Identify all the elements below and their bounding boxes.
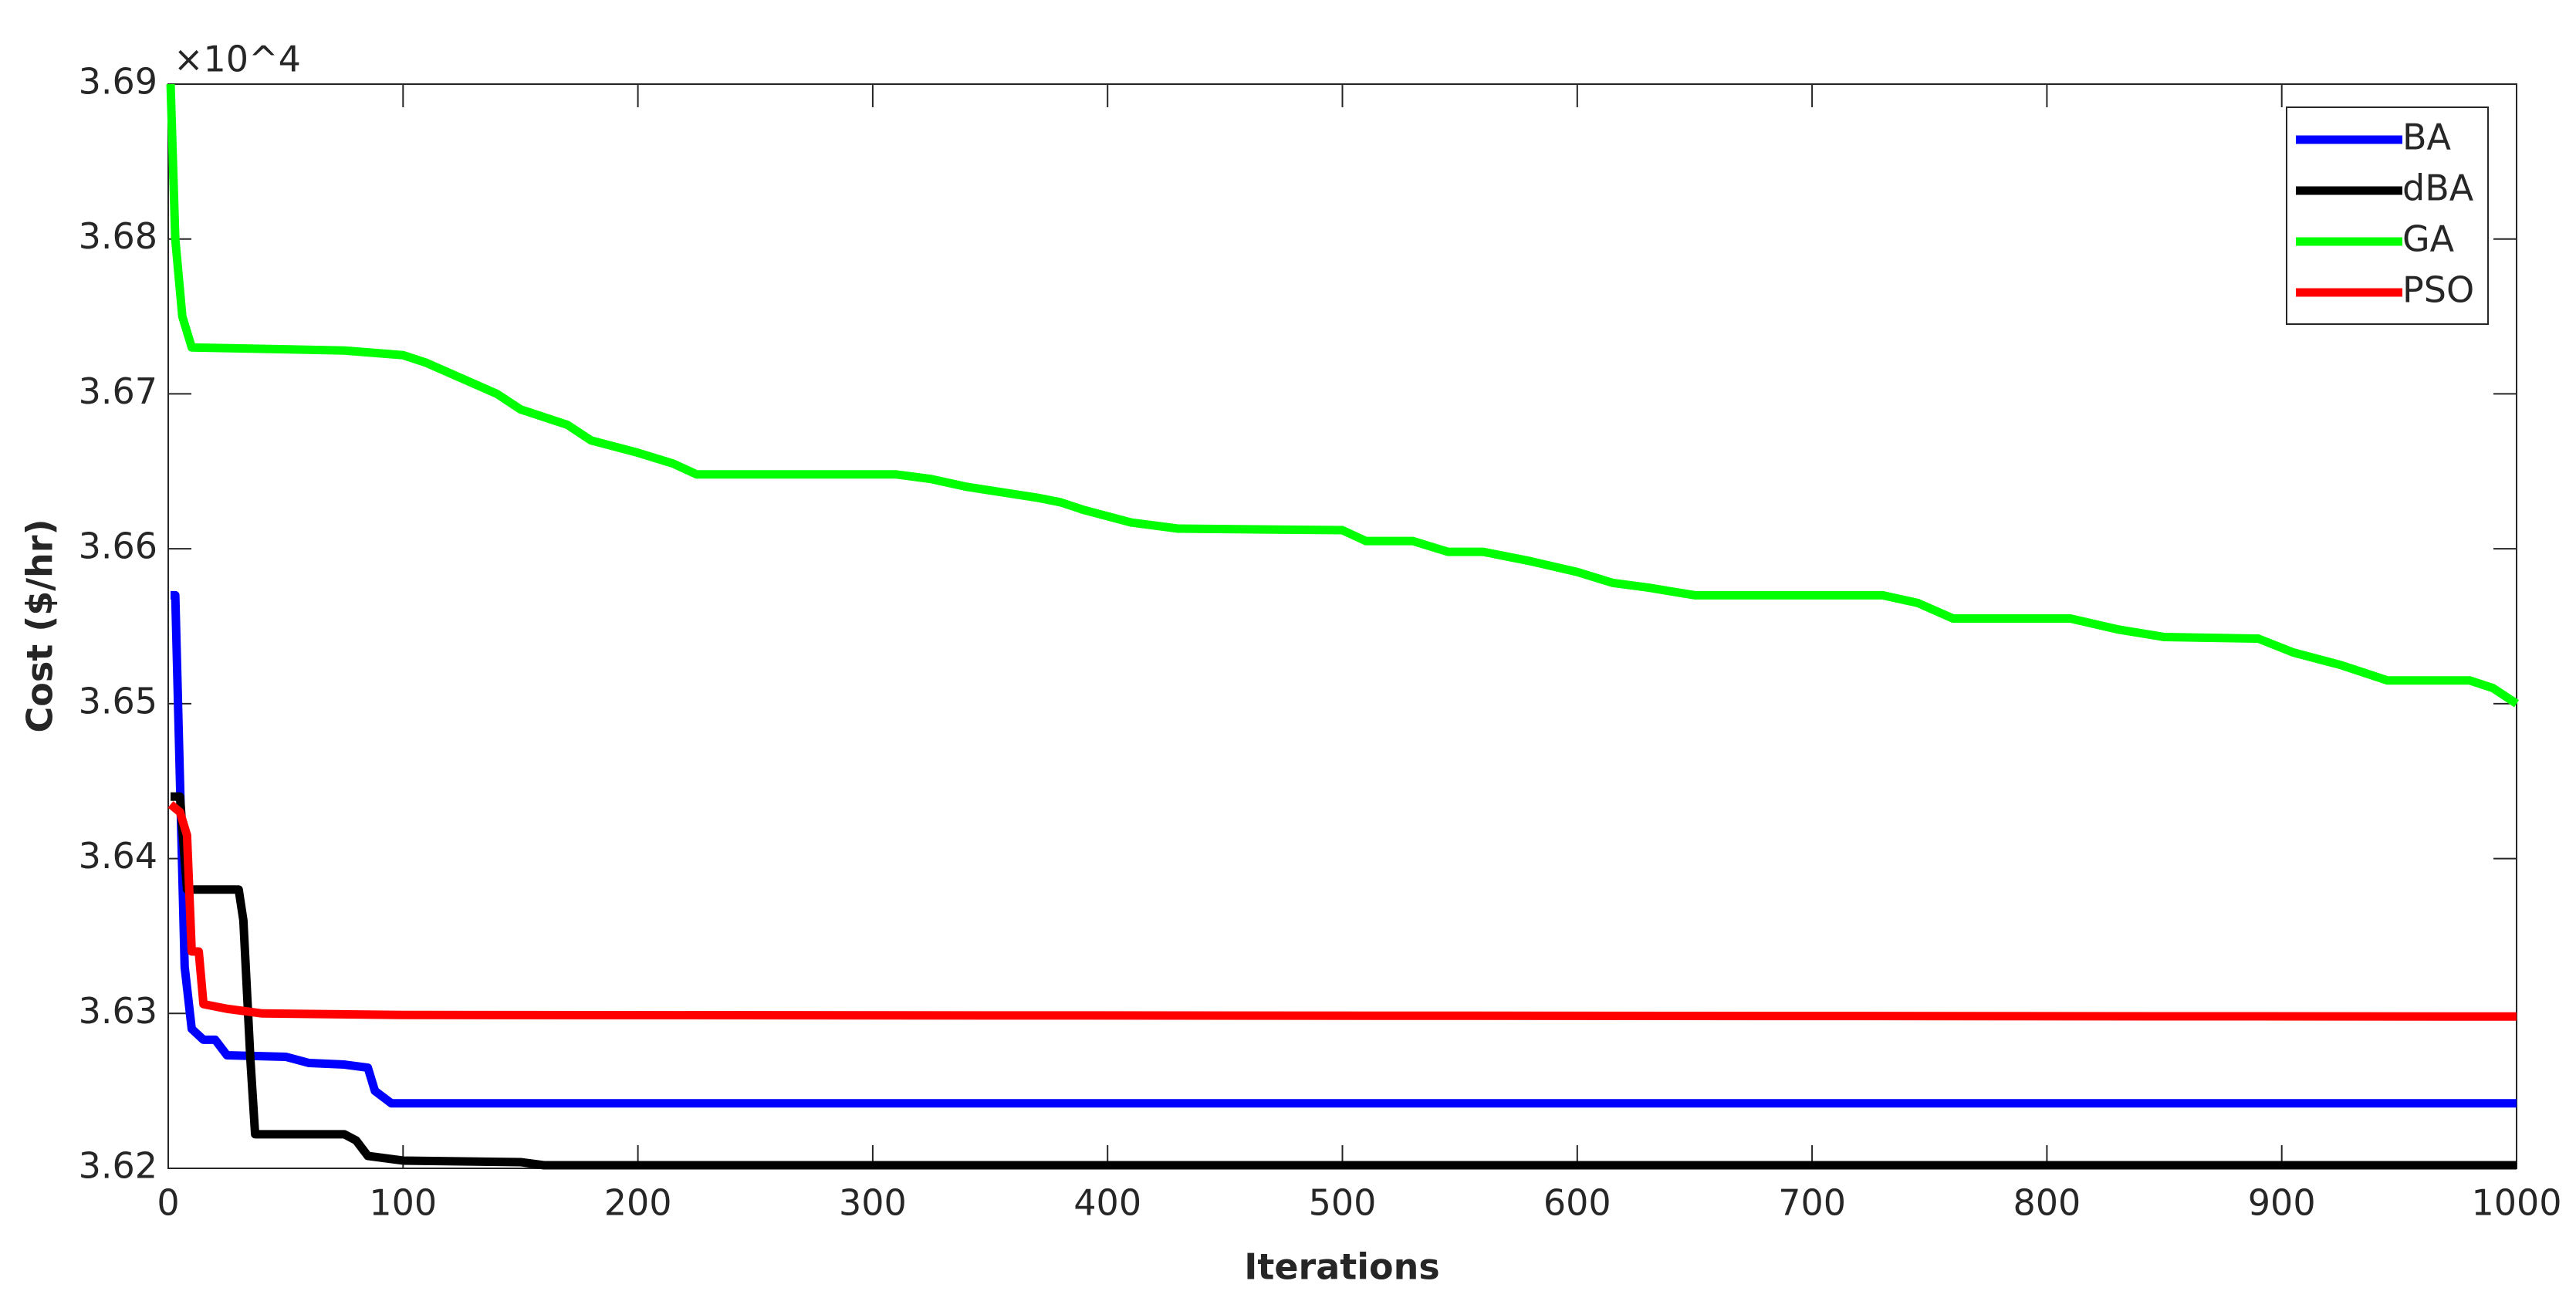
axis-multiplier: ×10^4 bbox=[174, 39, 301, 80]
x-tick-label: 1000 bbox=[2471, 1182, 2561, 1224]
legend-label: dBA bbox=[2402, 167, 2474, 209]
legend-label: GA bbox=[2402, 218, 2455, 260]
x-tick-label: 700 bbox=[1778, 1182, 1846, 1224]
y-axis-label: Cost ($/hr) bbox=[19, 519, 61, 732]
y-tick-label: 3.63 bbox=[79, 990, 157, 1032]
x-tick-label: 900 bbox=[2248, 1182, 2316, 1224]
y-tick-label: 3.68 bbox=[79, 215, 157, 257]
x-tick-label: 200 bbox=[604, 1182, 672, 1224]
y-tick-label: 3.66 bbox=[79, 526, 157, 567]
x-tick-label: 500 bbox=[1309, 1182, 1377, 1224]
series-line bbox=[167, 801, 2517, 1021]
y-tick-label: 3.67 bbox=[79, 370, 157, 412]
x-tick-label: 600 bbox=[1543, 1182, 1611, 1224]
series-line bbox=[171, 792, 2517, 1170]
y-tick-label: 3.65 bbox=[79, 680, 157, 722]
x-tick-label: 100 bbox=[369, 1182, 437, 1224]
series-line bbox=[166, 83, 2520, 708]
legend-label: BA bbox=[2402, 117, 2452, 158]
legend-label: PSO bbox=[2402, 269, 2474, 311]
plot-area bbox=[167, 83, 2517, 1169]
x-tick-label: 300 bbox=[839, 1182, 907, 1224]
y-tick-label: 3.69 bbox=[79, 61, 157, 103]
x-tick-label: 400 bbox=[1073, 1182, 1141, 1224]
y-tick-label: 3.62 bbox=[79, 1145, 157, 1187]
x-tick-label: 800 bbox=[2013, 1182, 2081, 1224]
x-tick-label: 0 bbox=[157, 1182, 179, 1224]
y-tick-label: 3.64 bbox=[79, 835, 157, 877]
x-axis-label: Iterations bbox=[1244, 1246, 1440, 1288]
